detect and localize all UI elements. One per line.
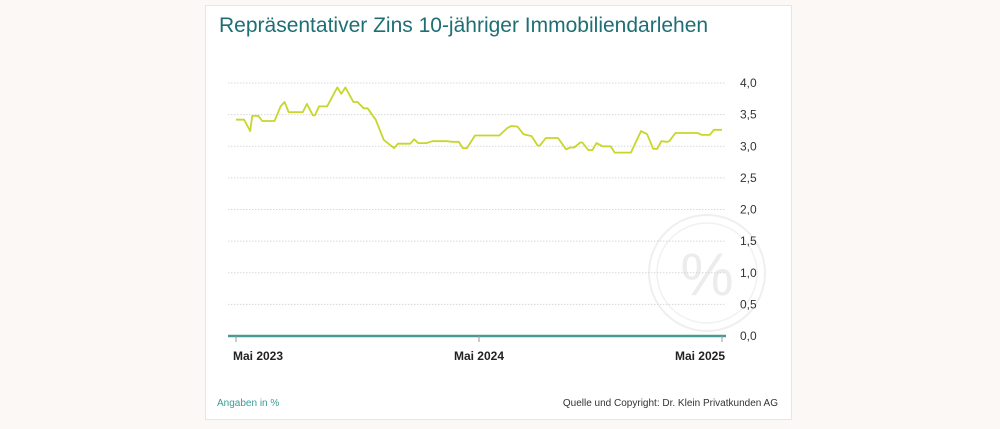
y-tick-label: 3,5 <box>740 108 757 122</box>
y-tick-label: 0,0 <box>740 329 757 343</box>
chart-title: Repräsentativer Zins 10-jähriger Immobil… <box>219 14 709 37</box>
y-tick-label: 1,0 <box>740 266 757 280</box>
source-note: Quelle und Copyright: Dr. Klein Privatku… <box>562 398 778 409</box>
x-tick-label: Mai 2024 <box>454 349 504 363</box>
x-tick-label: Mai 2023 <box>233 349 283 363</box>
y-tick-label: 2,0 <box>740 203 757 217</box>
chart-card <box>205 5 792 420</box>
unit-note: Angaben in % <box>217 398 280 409</box>
y-tick-label: 3,0 <box>740 139 757 153</box>
series-line-zins <box>236 86 722 154</box>
x-tick-label: Mai 2025 <box>675 349 725 363</box>
svg-text:%: % <box>680 241 733 308</box>
y-tick-label: 4,0 <box>740 76 757 90</box>
y-tick-label: 2,5 <box>740 171 757 185</box>
y-tick-label: 0,5 <box>740 297 757 311</box>
y-tick-label: 1,5 <box>740 234 757 248</box>
